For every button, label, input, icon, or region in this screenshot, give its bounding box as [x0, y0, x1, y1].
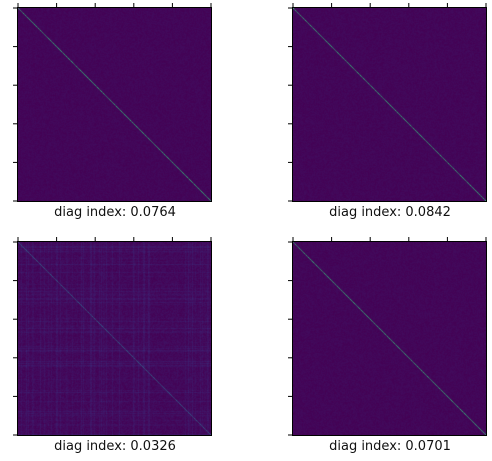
caption-4: diag index: 0.0701: [329, 439, 451, 454]
heatmap-2: [293, 8, 486, 201]
heatmap-1: [18, 8, 211, 201]
axes-frame-2: [288, 3, 487, 202]
heatmap-panel-1: [13, 3, 212, 202]
axes-frame-1: [13, 3, 212, 202]
axes-frame-rect: [292, 241, 487, 436]
axes-frame-3: [13, 237, 212, 436]
axes-frame-rect: [292, 7, 487, 202]
axes-frame-rect: [17, 241, 212, 436]
caption-1: diag index: 0.0764: [54, 205, 176, 220]
caption-2: diag index: 0.0842: [329, 205, 451, 220]
heatmap-3: [18, 242, 211, 435]
axes-frame-4: [288, 237, 487, 436]
heatmap-4: [293, 242, 486, 435]
heatmap-panel-3: [13, 237, 212, 436]
heatmap-panel-4: [288, 237, 487, 436]
axes-frame-rect: [17, 7, 212, 202]
caption-3: diag index: 0.0326: [54, 439, 176, 454]
heatmap-panel-2: [288, 3, 487, 202]
